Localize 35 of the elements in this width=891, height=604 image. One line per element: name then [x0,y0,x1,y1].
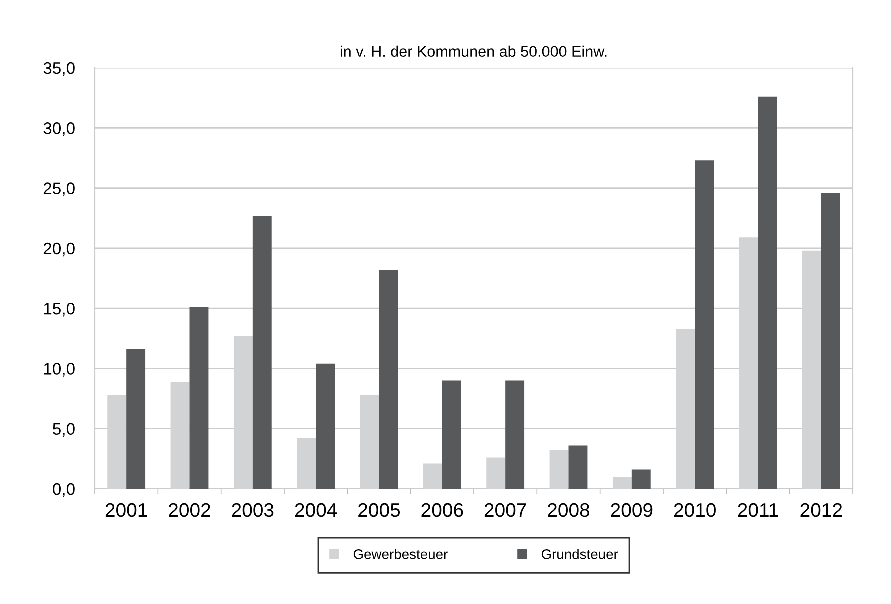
x-tick-label: 2010 [674,503,716,518]
x-tick-label: 2012 [800,503,842,518]
y-tick-label: 30,0 [44,122,75,136]
y-tick-label: 0,0 [53,483,75,498]
bar [126,349,146,489]
bar [821,193,840,489]
y-tick-label: 15,0 [44,302,75,317]
x-tick-label: 2001 [106,503,148,518]
bar [695,160,714,489]
legend-label: Grundsteuer [542,549,618,560]
y-tick-label: 35,0 [44,62,75,76]
x-tick-label: 2004 [295,503,338,518]
bar [506,380,525,489]
bar [190,307,209,489]
x-tick-label: 2007 [484,503,526,518]
bar [379,270,398,489]
x-tick-label: 2008 [548,503,590,518]
x-tick-label: 2002 [169,503,210,518]
bar [632,470,651,489]
bar [568,446,588,489]
y-tick-label: 20,0 [44,242,75,257]
chart-title: in v. H. der Kommunen ab 50.000 Einw. [340,46,607,58]
y-tick-label: 5,0 [53,423,75,438]
x-tick-label: 2009 [611,503,653,518]
x-tick-label: 2011 [738,503,778,518]
bar [442,380,462,489]
y-tick-label: 25,0 [44,182,75,196]
legend-label: Gewerbesteuer [354,549,448,560]
y-tick-label: 10,0 [44,363,75,377]
x-tick-label: 2003 [232,503,274,518]
x-tick-label: 2006 [422,503,464,518]
bar [758,96,778,489]
bar [316,364,336,489]
x-tick-label: 2005 [358,503,400,518]
bar [252,216,272,489]
